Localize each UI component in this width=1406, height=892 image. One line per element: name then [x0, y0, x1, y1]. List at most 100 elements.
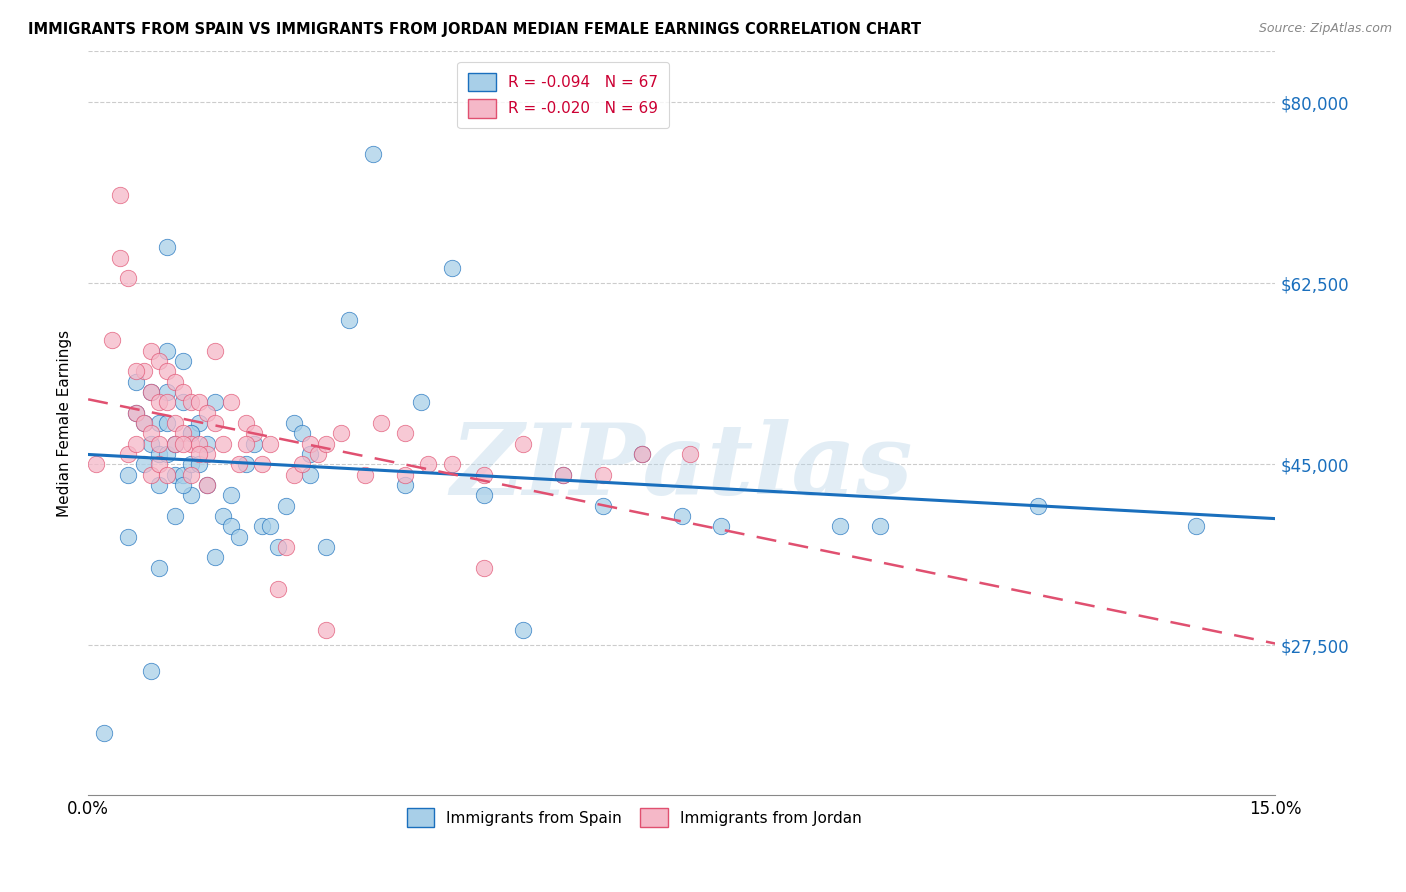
Point [283, 467, 305, 482]
Point [219, 519, 242, 533]
Point [354, 467, 377, 482]
Point [195, 406, 218, 420]
Point [315, 540, 337, 554]
Point [148, 395, 170, 409]
Point [141, 426, 163, 441]
Point [298, 467, 321, 482]
Point [298, 436, 321, 450]
Point [243, 426, 266, 441]
Point [148, 478, 170, 492]
Point [337, 312, 360, 326]
Point [291, 458, 314, 472]
Point [124, 364, 146, 378]
Point [148, 416, 170, 430]
Point [259, 519, 281, 533]
Point [117, 530, 139, 544]
Point [631, 447, 654, 461]
Point [195, 478, 218, 492]
Point [124, 436, 146, 450]
Point [472, 488, 495, 502]
Point [93, 726, 115, 740]
Point [165, 375, 187, 389]
Point [828, 519, 851, 533]
Point [267, 582, 290, 596]
Point [132, 364, 155, 378]
Point [315, 436, 337, 450]
Point [671, 509, 693, 524]
Point [172, 436, 194, 450]
Point [267, 540, 290, 554]
Point [156, 384, 179, 399]
Point [165, 436, 187, 450]
Text: IMMIGRANTS FROM SPAIN VS IMMIGRANTS FROM JORDAN MEDIAN FEMALE EARNINGS CORRELATI: IMMIGRANTS FROM SPAIN VS IMMIGRANTS FROM… [28, 22, 921, 37]
Point [441, 458, 464, 472]
Point [235, 436, 257, 450]
Point [315, 623, 337, 637]
Point [394, 478, 416, 492]
Point [180, 436, 202, 450]
Point [592, 467, 614, 482]
Point [124, 406, 146, 420]
Point [141, 436, 163, 450]
Point [156, 447, 179, 461]
Point [188, 395, 211, 409]
Point [370, 416, 392, 430]
Point [117, 271, 139, 285]
Point [195, 478, 218, 492]
Point [679, 447, 702, 461]
Point [156, 364, 179, 378]
Point [156, 240, 179, 254]
Point [188, 436, 211, 450]
Point [180, 488, 202, 502]
Point [512, 623, 534, 637]
Point [394, 426, 416, 441]
Point [394, 467, 416, 482]
Point [291, 426, 314, 441]
Point [172, 426, 194, 441]
Point [330, 426, 353, 441]
Point [204, 395, 226, 409]
Point [156, 343, 179, 358]
Point [141, 467, 163, 482]
Point [235, 416, 257, 430]
Point [180, 467, 202, 482]
Point [180, 458, 202, 472]
Point [141, 665, 163, 679]
Point [211, 509, 233, 524]
Point [148, 458, 170, 472]
Point [141, 343, 163, 358]
Point [243, 436, 266, 450]
Point [148, 436, 170, 450]
Point [156, 395, 179, 409]
Point [274, 540, 297, 554]
Point [252, 519, 274, 533]
Point [188, 447, 211, 461]
Point [132, 416, 155, 430]
Point [156, 416, 179, 430]
Point [165, 416, 187, 430]
Point [441, 260, 464, 275]
Point [124, 406, 146, 420]
Point [188, 458, 211, 472]
Point [869, 519, 891, 533]
Text: Source: ZipAtlas.com: Source: ZipAtlas.com [1258, 22, 1392, 36]
Point [204, 550, 226, 565]
Point [512, 436, 534, 450]
Point [132, 416, 155, 430]
Point [219, 395, 242, 409]
Point [180, 426, 202, 441]
Point [141, 384, 163, 399]
Point [1185, 519, 1208, 533]
Point [235, 458, 257, 472]
Point [252, 458, 274, 472]
Point [84, 458, 107, 472]
Point [195, 436, 218, 450]
Point [180, 426, 202, 441]
Point [472, 561, 495, 575]
Point [204, 416, 226, 430]
Point [156, 467, 179, 482]
Point [132, 458, 155, 472]
Point [108, 251, 131, 265]
Point [298, 447, 321, 461]
Point [228, 458, 250, 472]
